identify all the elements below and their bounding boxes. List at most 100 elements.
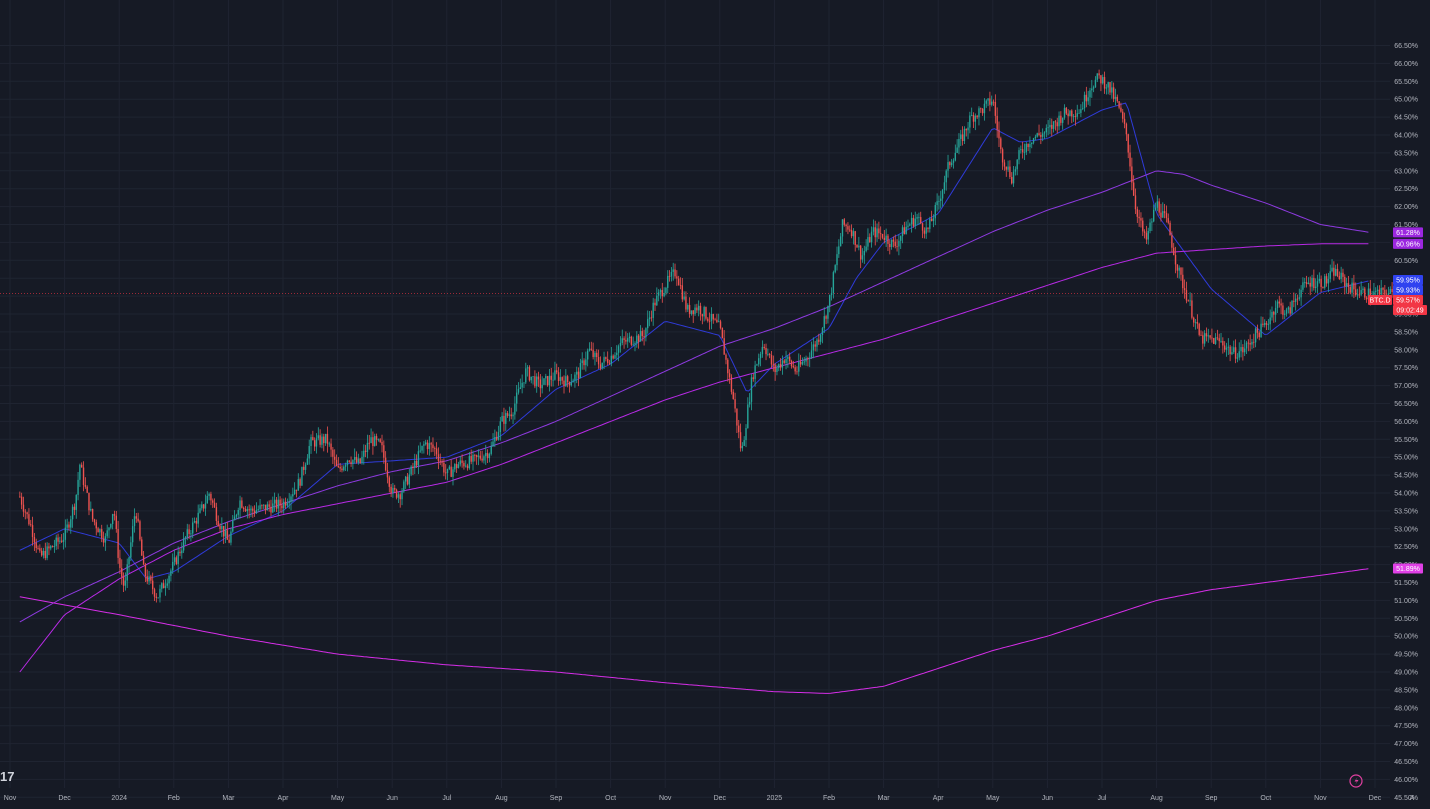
y-tick-label: 49.00%: [1394, 670, 1418, 677]
candle-body: [909, 224, 911, 226]
candle-body: [1222, 340, 1224, 346]
candle-body: [938, 200, 940, 202]
candle-body: [1174, 254, 1177, 265]
candle-body: [761, 346, 764, 355]
candle-body: [1083, 94, 1086, 109]
candle-body: [79, 464, 81, 480]
price-axis[interactable]: 66.50% 66.00% 65.50% 65.00% 64.50% 64.00% 63.5…: [1394, 43, 1418, 804]
candle-body: [241, 500, 243, 508]
y-tick-label: 58.00%: [1394, 347, 1418, 354]
candle-body: [1125, 123, 1128, 135]
candle-body: [317, 435, 320, 439]
candle-body: [785, 358, 787, 363]
candle-body: [821, 328, 824, 335]
candle-body: [1243, 348, 1246, 353]
candle-body: [395, 489, 398, 498]
candle-body: [949, 162, 951, 166]
candle-body: [1189, 300, 1191, 302]
candle-body: [694, 307, 696, 315]
candle-body: [623, 338, 625, 340]
candle-body: [366, 442, 369, 452]
candle-body: [399, 494, 401, 500]
candle-body: [854, 231, 856, 246]
candle-body: [1131, 166, 1133, 183]
candle-body: [128, 557, 130, 565]
candle-body: [354, 456, 356, 460]
candle-body: [734, 399, 736, 409]
tradingview-logo[interactable]: 17: [0, 769, 14, 784]
candle-body: [115, 515, 117, 529]
x-tick-label: Dec: [714, 795, 727, 802]
candle-body: [941, 189, 944, 199]
candle-body: [443, 462, 445, 473]
candle-body: [603, 357, 605, 363]
candle-body: [515, 392, 518, 404]
candle-body: [1291, 300, 1293, 314]
candle-body: [648, 317, 651, 320]
candle-body: [1214, 337, 1217, 344]
candle-body: [1069, 110, 1071, 117]
candle-body: [1369, 288, 1371, 298]
candle-body: [341, 468, 343, 471]
candle-body: [967, 127, 969, 131]
candle-body: [747, 404, 749, 429]
candle-body: [628, 336, 631, 339]
candle-body: [452, 469, 454, 477]
time-axis[interactable]: Nov Dec 2024 Feb Mar Apr May Jun Jul Aug Sep Oct Nov…: [4, 795, 1382, 802]
candle-body: [969, 115, 971, 128]
candle-body: [901, 227, 904, 237]
candle-body: [439, 460, 441, 462]
candle-body: [423, 444, 425, 446]
candle-body: [230, 531, 232, 543]
candle-body: [856, 245, 858, 248]
candle-body: [48, 546, 50, 549]
candle-body: [750, 377, 753, 402]
candle-body: [1094, 79, 1097, 88]
candle-body: [40, 550, 43, 556]
candle-body: [525, 368, 527, 383]
candle-body: [883, 237, 886, 241]
lightning-bolt-icon[interactable]: [1349, 774, 1363, 788]
candle-body: [159, 588, 161, 598]
candle-body: [293, 489, 296, 495]
candle-body: [947, 162, 949, 171]
y-tick-label: 57.50%: [1394, 365, 1418, 372]
candle-body: [1065, 107, 1068, 114]
candle-body: [434, 448, 436, 449]
candle-body: [93, 519, 96, 523]
candle-body: [1123, 118, 1126, 124]
candle-body: [1309, 282, 1311, 287]
candle-body: [310, 437, 312, 447]
candle-body: [248, 509, 250, 511]
candle-body: [492, 441, 494, 447]
moving-average-line: [19, 568, 1369, 694]
candle-body: [308, 446, 310, 459]
candle-body: [459, 460, 461, 465]
candle-body: [1045, 127, 1048, 133]
countdown-tag: [1393, 304, 1427, 315]
moving-average-line: [19, 243, 1369, 673]
candle-body: [1382, 287, 1384, 290]
candle-body: [392, 487, 394, 494]
price-tag: [1393, 274, 1423, 285]
candle-body: [474, 454, 476, 456]
candle-body: [850, 229, 853, 237]
candle-body: [235, 514, 238, 517]
candle-body: [712, 313, 714, 320]
candle-body: [146, 576, 148, 582]
candle-body: [255, 510, 258, 514]
candle-body: [790, 360, 793, 367]
candle-body: [710, 313, 713, 322]
auto-scale-button[interactable]: A: [1410, 795, 1415, 802]
candle-body: [304, 464, 307, 470]
candle-body: [1203, 333, 1206, 344]
candle-body: [139, 521, 141, 540]
candle-body: [869, 237, 871, 243]
y-tick-label: 48.00%: [1394, 705, 1418, 712]
y-tick-label: 64.50%: [1394, 115, 1418, 122]
candle-body: [1140, 218, 1142, 221]
candle-body: [494, 436, 496, 442]
x-tick-label: Oct: [1260, 795, 1271, 802]
